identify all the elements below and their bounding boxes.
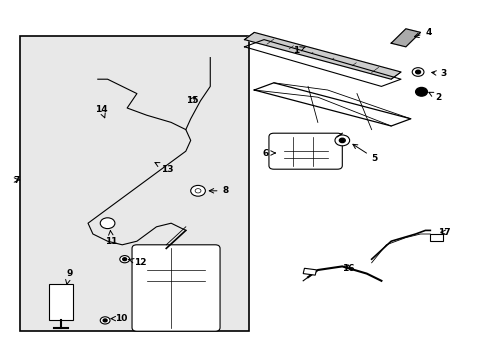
Circle shape (415, 87, 427, 96)
Text: 10: 10 (111, 314, 127, 323)
Circle shape (122, 258, 126, 261)
Text: 3: 3 (431, 69, 446, 78)
Text: 15: 15 (185, 96, 198, 105)
FancyBboxPatch shape (268, 133, 342, 169)
Text: 9: 9 (65, 269, 72, 284)
Circle shape (190, 185, 205, 196)
Circle shape (334, 135, 349, 146)
Circle shape (100, 218, 115, 229)
Circle shape (120, 256, 129, 263)
Text: 4: 4 (414, 28, 431, 37)
Text: 1: 1 (293, 46, 305, 55)
Text: 5: 5 (352, 144, 377, 163)
Circle shape (415, 70, 420, 74)
Text: 13: 13 (155, 162, 174, 174)
Text: 6: 6 (262, 149, 275, 158)
Bar (49, 284, 73, 320)
Text: 11: 11 (105, 230, 118, 246)
Bar (429, 234, 442, 241)
Text: 7: 7 (14, 176, 20, 185)
Bar (303, 268, 316, 275)
Bar (20, 36, 249, 331)
FancyBboxPatch shape (132, 245, 220, 331)
Text: 2: 2 (428, 92, 441, 102)
Polygon shape (244, 32, 400, 79)
Circle shape (195, 189, 201, 193)
Text: 8: 8 (209, 186, 228, 195)
Text: 14: 14 (95, 105, 108, 118)
Circle shape (339, 138, 345, 143)
Text: 17: 17 (437, 228, 449, 237)
Circle shape (103, 319, 107, 322)
Text: 12: 12 (128, 258, 147, 267)
Circle shape (100, 317, 110, 324)
Polygon shape (390, 29, 420, 47)
Text: 16: 16 (342, 264, 354, 273)
